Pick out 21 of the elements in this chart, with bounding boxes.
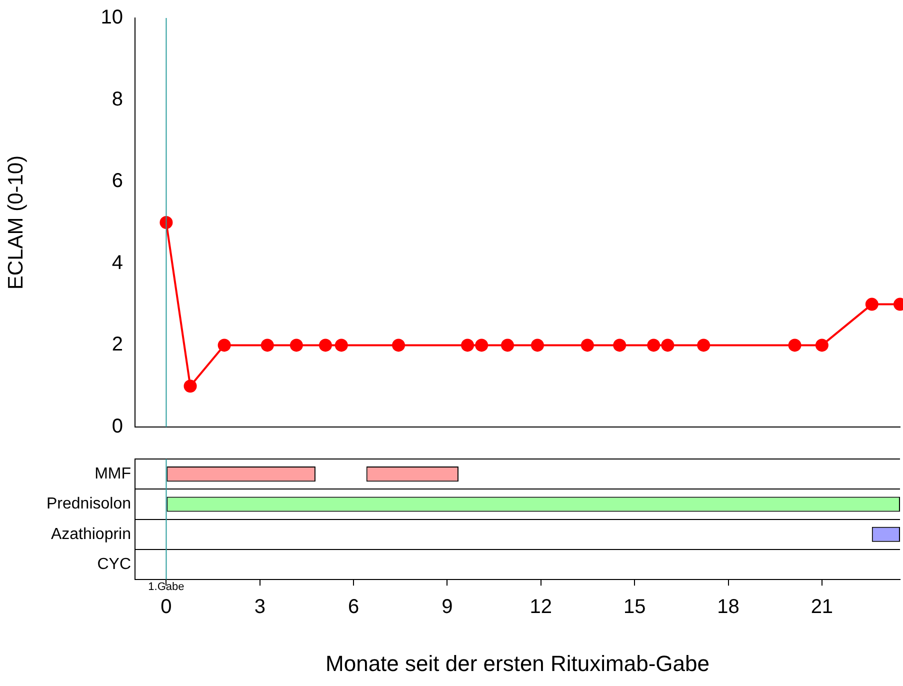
- x-tick-label: 6: [348, 596, 360, 618]
- y-tick-label: 10: [100, 6, 123, 29]
- y-tick-label: CYC: [97, 556, 131, 573]
- y-tick-label: 2: [112, 334, 123, 356]
- x-tick-label: 9: [442, 596, 453, 618]
- y-tick-label: Azathioprin: [50, 526, 131, 543]
- y-tick-label: 8: [112, 88, 123, 110]
- y-tick-label: 0: [112, 416, 123, 438]
- y-axis-title: ECLAM (0-10): [4, 155, 28, 290]
- ref-line-label: 1.Gabe: [148, 581, 184, 594]
- x-tick-label: 3: [254, 596, 266, 618]
- y-tick-label: Prednisolon: [46, 496, 131, 513]
- x-tick-label: 12: [530, 596, 552, 618]
- x-tick-label: 18: [717, 596, 740, 618]
- x-tick-label: 15: [623, 596, 646, 618]
- x-axis-title: Monate seit der ersten Rituximab-Gabe: [326, 650, 710, 676]
- y-tick-label: MMF: [94, 465, 132, 482]
- x-tick-label: 0: [160, 596, 172, 618]
- y-tick-label: 6: [112, 170, 123, 192]
- y-tick-label: 4: [112, 252, 123, 274]
- x-tick-label: 21: [810, 596, 834, 618]
